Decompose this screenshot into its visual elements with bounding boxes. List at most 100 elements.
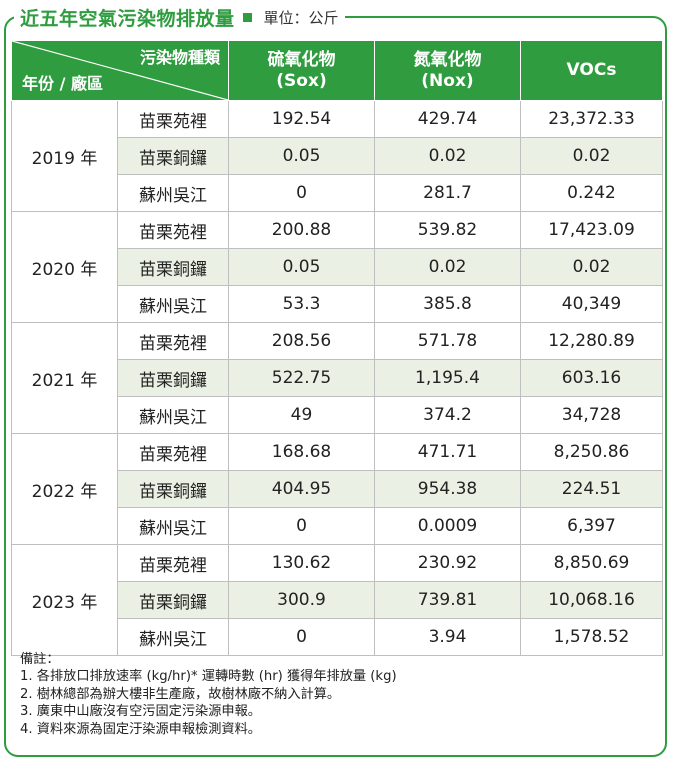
- table-row: 2023 年苗栗苑裡 130.62 230.92 8,850.69: [11, 544, 663, 656]
- nox-cell: 0.02: [374, 137, 521, 175]
- note-item: 4. 資料來源為固定汙染源申報檢測資料。: [20, 721, 261, 737]
- nox-cell: 230.92: [374, 544, 521, 582]
- corner-header: 污染物種類 年份 / 廠區: [11, 40, 229, 101]
- sox-cell: 404.95: [228, 470, 375, 508]
- plant-cell: 蘇州吳江: [117, 618, 229, 656]
- year-cell: 2023 年: [11, 544, 118, 656]
- vocs-cell: 0.242: [520, 174, 663, 212]
- plant-cell: 蘇州吳江: [117, 174, 229, 212]
- nox-cell: 1,195.4: [374, 359, 521, 397]
- nox-cell: 571.78: [374, 322, 521, 360]
- vocs-cell: 224.51: [520, 470, 663, 508]
- note-item: 3. 廣東中山廠沒有空污固定污染源申報。: [20, 704, 261, 720]
- vocs-cell: 0.02: [520, 248, 663, 286]
- sox-cell: 0.05: [228, 137, 375, 175]
- plant-cell: 苗栗苑裡: [117, 211, 229, 249]
- sox-cell: 300.9: [228, 581, 375, 619]
- plant-cell: 蘇州吳江: [117, 396, 229, 434]
- nox-cell: 374.2: [374, 396, 521, 434]
- vocs-cell: 23,372.33: [520, 100, 663, 138]
- table-row: 蘇州吳江 53.3 385.8 40,349: [12, 285, 663, 323]
- vocs-cell: 8,250.86: [520, 433, 663, 471]
- table-row: 2022 年苗栗苑裡 168.68 471.71 8,250.86: [11, 433, 663, 545]
- year-cell: 2022 年: [11, 433, 118, 545]
- vocs-cell: 8,850.69: [520, 544, 663, 582]
- nox-cell: 3.94: [374, 618, 521, 656]
- plant-cell: 苗栗苑裡: [117, 544, 229, 582]
- table-row: 2020 年苗栗苑裡 200.88 539.82 17,423.09: [11, 211, 663, 323]
- vocs-cell: 603.16: [520, 359, 663, 397]
- sox-cell: 130.62: [228, 544, 375, 582]
- col-header-nox: 氮氧化物 (Nox): [374, 40, 521, 101]
- unit-label: 單位：公斤: [263, 8, 339, 27]
- table-row: 苗栗銅鑼 300.9 739.81 10,068.16: [12, 581, 663, 619]
- plant-cell: 苗栗銅鑼: [117, 137, 229, 175]
- sox-cell: 0: [228, 618, 375, 656]
- plant-cell: 蘇州吳江: [117, 285, 229, 323]
- plant-cell: 苗栗苑裡: [117, 100, 229, 138]
- plant-cell: 苗栗苑裡: [117, 433, 229, 471]
- nox-cell: 281.7: [374, 174, 521, 212]
- note-item: 1. 各排放口排放速率 (kg/hr)* 運轉時數 (hr) 獲得年排放量 (k…: [20, 669, 397, 685]
- table-row: 苗栗銅鑼 522.75 1,195.4 603.16: [12, 359, 663, 397]
- vocs-cell: 10,068.16: [520, 581, 663, 619]
- title-bar: 近五年空氣污染物排放量 單位：公斤: [14, 2, 345, 32]
- year-cell: 2021 年: [11, 322, 118, 434]
- sox-cell: 0.05: [228, 248, 375, 286]
- table-row: 2019 年苗栗苑裡 192.54 429.74 23,372.33: [11, 100, 663, 212]
- sox-cell: 522.75: [228, 359, 375, 397]
- nox-cell: 0.0009: [374, 507, 521, 545]
- vocs-cell: 0.02: [520, 137, 663, 175]
- plant-cell: 蘇州吳江: [117, 507, 229, 545]
- nox-cell: 954.38: [374, 470, 521, 508]
- table-row: 2021 年苗栗苑裡 208.56 571.78 12,280.89: [11, 322, 663, 434]
- sox-cell: 0: [228, 507, 375, 545]
- corner-diagonal: [12, 41, 228, 100]
- notes-heading: 備註：: [20, 652, 60, 667]
- vocs-cell: 40,349: [520, 285, 663, 323]
- corner-pollutant-label: 污染物種類: [139, 48, 220, 67]
- corner-year-plant-label: 年份 / 廠區: [22, 74, 103, 93]
- emissions-table: 污染物種類 年份 / 廠區 硫氧化物 (Sox) 氮氧化物 (Nox) VOCs…: [11, 40, 663, 656]
- sox-cell: 192.54: [228, 100, 375, 138]
- nox-cell: 385.8: [374, 285, 521, 323]
- page-title: 近五年空氣污染物排放量: [20, 7, 235, 30]
- title-square-icon: [242, 12, 252, 22]
- table-row: 蘇州吳江 0 281.7 0.242: [12, 174, 663, 212]
- table-body: 2019 年苗栗苑裡 192.54 429.74 23,372.33 苗栗銅鑼 0.05 0…: [11, 100, 663, 656]
- nox-cell: 0.02: [374, 248, 521, 286]
- nox-cell: 739.81: [374, 581, 521, 619]
- nox-cell: 429.74: [374, 100, 521, 138]
- sox-cell: 200.88: [228, 211, 375, 249]
- vocs-cell: 1,578.52: [520, 618, 663, 656]
- table-row: 苗栗銅鑼 404.95 954.38 224.51: [12, 470, 663, 508]
- vocs-cell: 17,423.09: [520, 211, 663, 249]
- table-row: 苗栗銅鑼 0.05 0.02 0.02: [12, 137, 663, 175]
- col-header-vocs: VOCs: [520, 40, 663, 101]
- plant-cell: 苗栗銅鑼: [117, 470, 229, 508]
- sox-cell: 168.68: [228, 433, 375, 471]
- sox-cell: 208.56: [228, 322, 375, 360]
- sox-cell: 49: [228, 396, 375, 434]
- vocs-cell: 6,397: [520, 507, 663, 545]
- table-row: 蘇州吳江 49 374.2 34,728: [12, 396, 663, 434]
- nox-cell: 471.71: [374, 433, 521, 471]
- table-row: 蘇州吳江 0 0.0009 6,397: [12, 507, 663, 545]
- sox-cell: 53.3: [228, 285, 375, 323]
- table-row: 苗栗銅鑼 0.05 0.02 0.02: [12, 248, 663, 286]
- table-row: 蘇州吳江 0 3.94 1,578.52: [12, 618, 663, 656]
- notes: 備註： 1. 各排放口排放速率 (kg/hr)* 運轉時數 (hr) 獲得年排放…: [20, 651, 650, 738]
- plant-cell: 苗栗銅鑼: [117, 581, 229, 619]
- col-header-sox: 硫氧化物 (Sox): [228, 40, 375, 101]
- table-header-row: 污染物種類 年份 / 廠區 硫氧化物 (Sox) 氮氧化物 (Nox) VOCs: [11, 40, 663, 101]
- nox-cell: 539.82: [374, 211, 521, 249]
- vocs-cell: 34,728: [520, 396, 663, 434]
- plant-cell: 苗栗銅鑼: [117, 248, 229, 286]
- note-item: 2. 樹林總部為辦大樓非生產廠，故樹林廠不納入計算。: [20, 686, 341, 702]
- sox-cell: 0: [228, 174, 375, 212]
- vocs-cell: 12,280.89: [520, 322, 663, 360]
- year-cell: 2019 年: [11, 100, 118, 212]
- plant-cell: 苗栗苑裡: [117, 322, 229, 360]
- year-cell: 2020 年: [11, 211, 118, 323]
- plant-cell: 苗栗銅鑼: [117, 359, 229, 397]
